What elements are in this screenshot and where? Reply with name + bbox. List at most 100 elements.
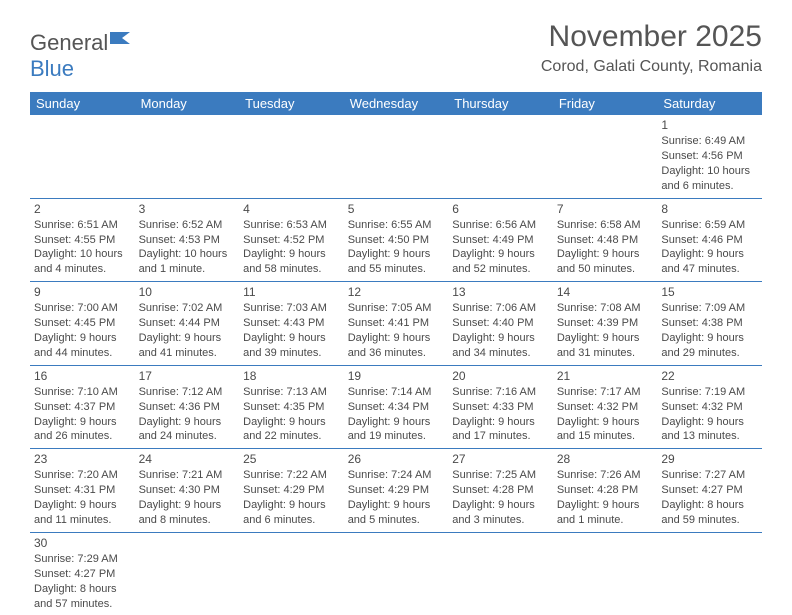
day-number: 5 (348, 201, 445, 217)
daylight-text: Daylight: 10 hours and 4 minutes. (34, 247, 131, 277)
calendar-day-cell: 10Sunrise: 7:02 AMSunset: 4:44 PMDayligh… (135, 282, 240, 366)
daylight-text: Daylight: 9 hours and 3 minutes. (452, 498, 549, 528)
daylight-text: Daylight: 9 hours and 47 minutes. (661, 247, 758, 277)
calendar-day-cell (448, 532, 553, 615)
day-number: 10 (139, 284, 236, 300)
calendar-day-cell (135, 532, 240, 615)
logo: General (30, 26, 136, 60)
sunset-text: Sunset: 4:30 PM (139, 483, 236, 498)
calendar-week-row: 16Sunrise: 7:10 AMSunset: 4:37 PMDayligh… (30, 365, 762, 449)
day-number: 12 (348, 284, 445, 300)
calendar-day-cell: 3Sunrise: 6:52 AMSunset: 4:53 PMDaylight… (135, 198, 240, 282)
sunset-text: Sunset: 4:27 PM (661, 483, 758, 498)
calendar-day-cell (30, 115, 135, 198)
calendar-week-row: 1Sunrise: 6:49 AMSunset: 4:56 PMDaylight… (30, 115, 762, 198)
daylight-text: Daylight: 8 hours and 57 minutes. (34, 582, 131, 612)
sunrise-text: Sunrise: 7:17 AM (557, 385, 654, 400)
day-number: 28 (557, 451, 654, 467)
daylight-text: Daylight: 9 hours and 41 minutes. (139, 331, 236, 361)
sunset-text: Sunset: 4:40 PM (452, 316, 549, 331)
sunrise-text: Sunrise: 7:08 AM (557, 301, 654, 316)
daylight-text: Daylight: 9 hours and 31 minutes. (557, 331, 654, 361)
calendar-day-cell: 26Sunrise: 7:24 AMSunset: 4:29 PMDayligh… (344, 449, 449, 533)
calendar-day-cell (135, 115, 240, 198)
calendar-day-cell: 6Sunrise: 6:56 AMSunset: 4:49 PMDaylight… (448, 198, 553, 282)
calendar-day-cell: 27Sunrise: 7:25 AMSunset: 4:28 PMDayligh… (448, 449, 553, 533)
sunset-text: Sunset: 4:33 PM (452, 400, 549, 415)
daylight-text: Daylight: 9 hours and 39 minutes. (243, 331, 340, 361)
calendar-day-cell: 30Sunrise: 7:29 AMSunset: 4:27 PMDayligh… (30, 532, 135, 615)
sunrise-text: Sunrise: 7:06 AM (452, 301, 549, 316)
calendar-day-cell: 9Sunrise: 7:00 AMSunset: 4:45 PMDaylight… (30, 282, 135, 366)
daylight-text: Daylight: 9 hours and 8 minutes. (139, 498, 236, 528)
calendar-day-cell: 28Sunrise: 7:26 AMSunset: 4:28 PMDayligh… (553, 449, 658, 533)
sunset-text: Sunset: 4:43 PM (243, 316, 340, 331)
daylight-text: Daylight: 9 hours and 5 minutes. (348, 498, 445, 528)
calendar-week-row: 30Sunrise: 7:29 AMSunset: 4:27 PMDayligh… (30, 532, 762, 615)
sunset-text: Sunset: 4:48 PM (557, 233, 654, 248)
calendar-day-cell: 25Sunrise: 7:22 AMSunset: 4:29 PMDayligh… (239, 449, 344, 533)
calendar-day-cell (448, 115, 553, 198)
sunrise-text: Sunrise: 7:27 AM (661, 468, 758, 483)
day-header: Tuesday (239, 92, 344, 115)
calendar-day-cell: 8Sunrise: 6:59 AMSunset: 4:46 PMDaylight… (657, 198, 762, 282)
sunrise-text: Sunrise: 7:10 AM (34, 385, 131, 400)
calendar-day-cell: 19Sunrise: 7:14 AMSunset: 4:34 PMDayligh… (344, 365, 449, 449)
calendar-day-cell: 14Sunrise: 7:08 AMSunset: 4:39 PMDayligh… (553, 282, 658, 366)
sunrise-text: Sunrise: 6:53 AM (243, 218, 340, 233)
day-number: 16 (34, 368, 131, 384)
day-number: 8 (661, 201, 758, 217)
sunset-text: Sunset: 4:29 PM (348, 483, 445, 498)
sunrise-text: Sunrise: 7:20 AM (34, 468, 131, 483)
calendar-day-cell: 20Sunrise: 7:16 AMSunset: 4:33 PMDayligh… (448, 365, 553, 449)
sunrise-text: Sunrise: 6:49 AM (661, 134, 758, 149)
day-number: 9 (34, 284, 131, 300)
sunset-text: Sunset: 4:55 PM (34, 233, 131, 248)
day-number: 20 (452, 368, 549, 384)
calendar-day-cell (239, 532, 344, 615)
day-number: 13 (452, 284, 549, 300)
calendar-day-cell: 21Sunrise: 7:17 AMSunset: 4:32 PMDayligh… (553, 365, 658, 449)
calendar-day-cell: 12Sunrise: 7:05 AMSunset: 4:41 PMDayligh… (344, 282, 449, 366)
calendar-day-cell (553, 115, 658, 198)
day-header: Friday (553, 92, 658, 115)
calendar-day-cell: 15Sunrise: 7:09 AMSunset: 4:38 PMDayligh… (657, 282, 762, 366)
sunset-text: Sunset: 4:39 PM (557, 316, 654, 331)
daylight-text: Daylight: 9 hours and 29 minutes. (661, 331, 758, 361)
sunrise-text: Sunrise: 6:52 AM (139, 218, 236, 233)
sunrise-text: Sunrise: 7:05 AM (348, 301, 445, 316)
day-number: 23 (34, 451, 131, 467)
calendar-table: SundayMondayTuesdayWednesdayThursdayFrid… (30, 92, 762, 615)
daylight-text: Daylight: 8 hours and 59 minutes. (661, 498, 758, 528)
calendar-day-cell: 16Sunrise: 7:10 AMSunset: 4:37 PMDayligh… (30, 365, 135, 449)
calendar-day-cell: 5Sunrise: 6:55 AMSunset: 4:50 PMDaylight… (344, 198, 449, 282)
sunrise-text: Sunrise: 7:00 AM (34, 301, 131, 316)
calendar-day-cell: 1Sunrise: 6:49 AMSunset: 4:56 PMDaylight… (657, 115, 762, 198)
day-number: 26 (348, 451, 445, 467)
sunset-text: Sunset: 4:44 PM (139, 316, 236, 331)
sunrise-text: Sunrise: 7:24 AM (348, 468, 445, 483)
daylight-text: Daylight: 9 hours and 6 minutes. (243, 498, 340, 528)
day-header: Wednesday (344, 92, 449, 115)
day-number: 6 (452, 201, 549, 217)
calendar-day-cell (344, 115, 449, 198)
sunset-text: Sunset: 4:41 PM (348, 316, 445, 331)
day-header: Sunday (30, 92, 135, 115)
calendar-header-row: SundayMondayTuesdayWednesdayThursdayFrid… (30, 92, 762, 115)
sunrise-text: Sunrise: 7:22 AM (243, 468, 340, 483)
sunrise-text: Sunrise: 6:51 AM (34, 218, 131, 233)
calendar-day-cell: 7Sunrise: 6:58 AMSunset: 4:48 PMDaylight… (553, 198, 658, 282)
sunrise-text: Sunrise: 6:55 AM (348, 218, 445, 233)
calendar-week-row: 9Sunrise: 7:00 AMSunset: 4:45 PMDaylight… (30, 282, 762, 366)
sunrise-text: Sunrise: 6:56 AM (452, 218, 549, 233)
daylight-text: Daylight: 9 hours and 36 minutes. (348, 331, 445, 361)
sunrise-text: Sunrise: 7:21 AM (139, 468, 236, 483)
day-number: 4 (243, 201, 340, 217)
calendar-day-cell: 22Sunrise: 7:19 AMSunset: 4:32 PMDayligh… (657, 365, 762, 449)
sunset-text: Sunset: 4:36 PM (139, 400, 236, 415)
day-header: Monday (135, 92, 240, 115)
daylight-text: Daylight: 9 hours and 15 minutes. (557, 415, 654, 445)
day-number: 19 (348, 368, 445, 384)
sunrise-text: Sunrise: 7:29 AM (34, 552, 131, 567)
daylight-text: Daylight: 9 hours and 58 minutes. (243, 247, 340, 277)
